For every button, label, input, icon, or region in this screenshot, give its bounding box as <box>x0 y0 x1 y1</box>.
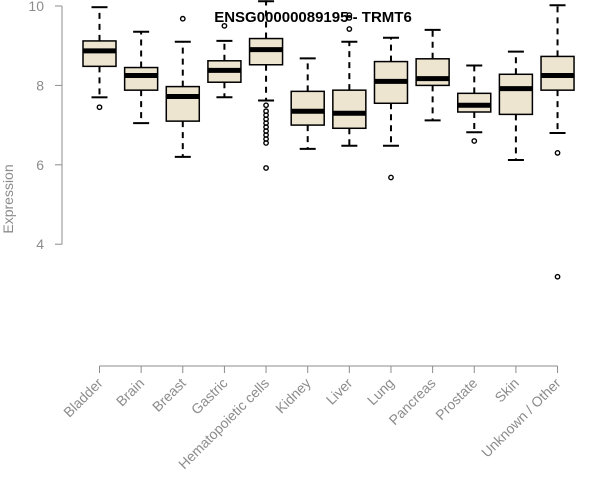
box-iqr <box>290 90 325 126</box>
x-tick-label: Liver <box>323 375 356 408</box>
outlier-point <box>346 15 353 21</box>
box-iqr <box>415 58 450 87</box>
box-group <box>373 36 409 181</box>
outlier-point <box>346 12 353 19</box>
box-group <box>540 4 575 280</box>
box-iqr <box>82 40 117 68</box>
x-tick-label: Breast <box>149 375 189 415</box>
y-tick-label: 4 <box>36 236 44 252</box>
box-iqr <box>332 89 367 130</box>
x-tick-label: Unknown / Other <box>478 375 564 461</box>
y-axis: 4 6 8 10 <box>28 0 63 252</box>
box-group <box>457 64 492 144</box>
x-tick-label: Brain <box>113 375 147 409</box>
outlier-point <box>263 102 269 109</box>
boxes-layer <box>82 0 575 280</box>
box-group <box>498 50 534 162</box>
box-group <box>123 30 159 125</box>
x-tick-label: Prostate <box>432 375 480 423</box>
outlier-point <box>263 165 269 171</box>
outlier-point <box>263 140 269 146</box>
outlier-point <box>388 174 394 181</box>
y-tick-label: 10 <box>28 0 44 14</box>
chart-title: ENSG00000089195 - TRMT6 <box>214 9 412 26</box>
y-tick-label: 8 <box>36 77 44 93</box>
x-tick-label: Kidney <box>272 375 314 417</box>
outlier-point <box>554 273 561 280</box>
box-group <box>332 12 367 147</box>
box-group <box>248 0 284 171</box>
outlier-point <box>179 15 186 22</box>
box-group <box>415 28 450 122</box>
box-iqr <box>498 73 534 116</box>
box-group <box>165 15 201 158</box>
outlier-point <box>554 149 561 156</box>
x-tick-label: Skin <box>491 375 522 406</box>
box-group <box>207 22 242 99</box>
x-tick-label: Lung <box>364 375 397 408</box>
outlier-point <box>221 22 228 29</box>
y-axis-label: Expression <box>0 164 16 233</box>
box-iqr <box>123 66 159 91</box>
outlier-point <box>346 26 353 32</box>
box-iqr <box>165 85 201 122</box>
box-group <box>82 6 117 111</box>
box-iqr <box>457 92 492 113</box>
outlier-point <box>96 104 103 111</box>
x-tick-label: Bladder <box>60 375 106 421</box>
outlier-point <box>471 138 478 144</box>
box-group <box>290 57 325 150</box>
y-tick-label: 6 <box>36 157 44 173</box>
